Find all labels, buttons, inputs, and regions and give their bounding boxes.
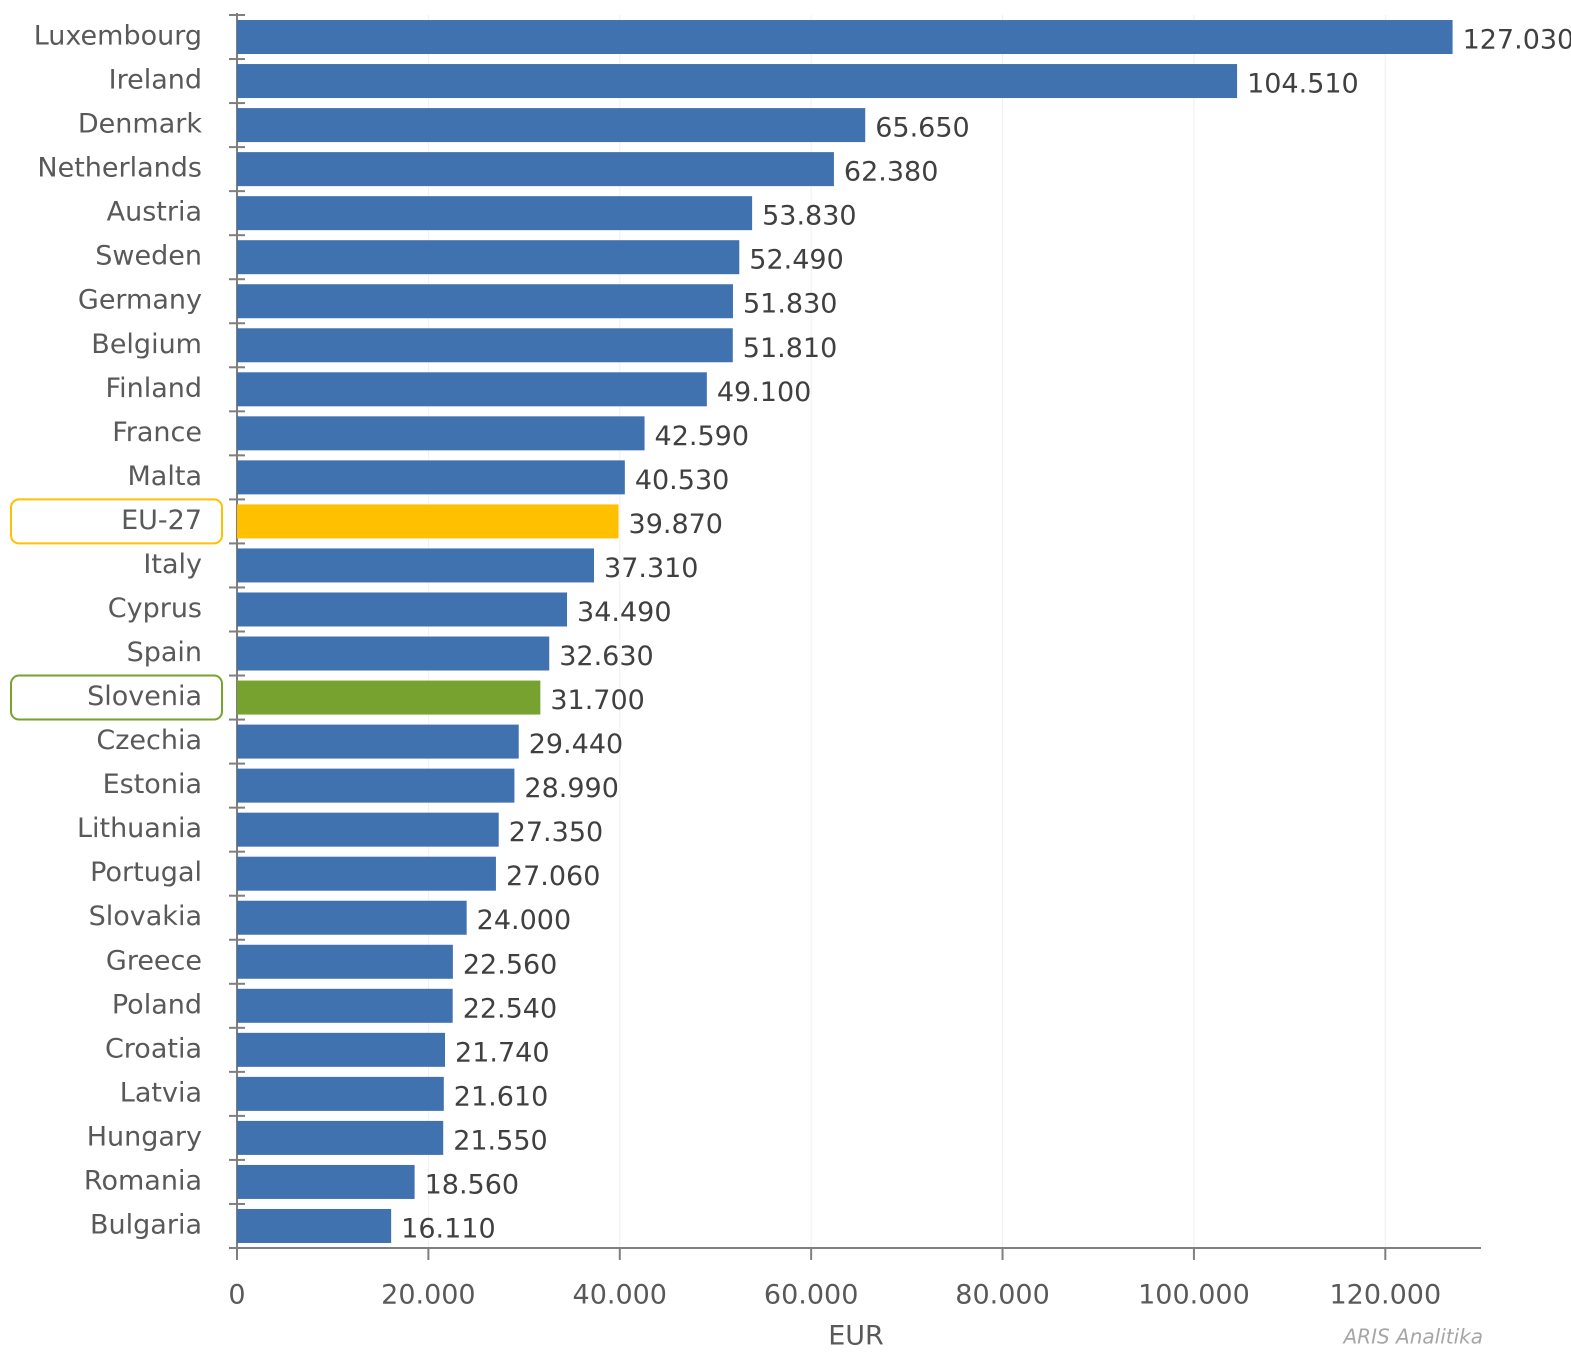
y-tick-label: Denmark xyxy=(78,109,202,140)
value-label: 32.630 xyxy=(559,641,653,672)
category-highlight xyxy=(10,674,223,721)
y-tick-label: Netherlands xyxy=(37,153,202,184)
value-label: 49.100 xyxy=(717,377,811,408)
bar xyxy=(237,548,595,583)
bar xyxy=(237,1076,444,1111)
value-label: 39.870 xyxy=(629,509,723,540)
value-label: 27.350 xyxy=(509,817,603,848)
y-tick-label: Czechia xyxy=(96,725,202,756)
value-label: 51.830 xyxy=(743,289,837,320)
y-tick-label: Lithuania xyxy=(77,813,202,844)
y-tick-label: Finland xyxy=(106,373,202,404)
bar xyxy=(237,636,550,671)
y-tick-label: EU-27 xyxy=(121,505,202,536)
x-tick-label: 120.000 xyxy=(1329,1280,1441,1311)
y-tick-label: Cyprus xyxy=(108,593,202,624)
value-label: 18.560 xyxy=(425,1169,519,1200)
bar xyxy=(237,240,740,275)
value-label: 21.740 xyxy=(455,1037,549,1068)
value-label: 62.380 xyxy=(844,157,938,188)
value-label: 104.510 xyxy=(1247,69,1359,100)
value-label: 42.590 xyxy=(655,421,749,452)
bar xyxy=(237,680,541,715)
bar xyxy=(237,724,519,759)
value-label: 27.060 xyxy=(506,861,600,892)
bar xyxy=(237,108,866,143)
value-label: 52.490 xyxy=(749,245,843,276)
y-tick-label: Sweden xyxy=(95,241,202,272)
bar xyxy=(237,768,515,803)
y-tick-label: Portugal xyxy=(90,857,202,888)
bar xyxy=(237,152,834,187)
bar xyxy=(237,1208,392,1243)
value-label: 127.030 xyxy=(1463,25,1571,56)
y-tick-label: Estonia xyxy=(103,769,202,800)
y-tick-label: Italy xyxy=(143,549,202,580)
bar xyxy=(237,20,1453,55)
x-tick-label: 0 xyxy=(228,1280,245,1311)
y-tick-label: Greece xyxy=(106,945,202,976)
watermark: ARIS Analitika xyxy=(1342,1325,1484,1349)
value-label: 40.530 xyxy=(635,465,729,496)
bar xyxy=(237,372,707,407)
value-label: 65.650 xyxy=(875,113,969,144)
bar xyxy=(237,856,496,891)
bar xyxy=(237,1120,444,1155)
value-label: 22.560 xyxy=(463,949,557,980)
value-label: 31.700 xyxy=(550,685,644,716)
value-label: 21.550 xyxy=(453,1125,547,1156)
bar xyxy=(237,812,499,847)
y-tick-label: Bulgaria xyxy=(90,1209,202,1240)
value-label: 24.000 xyxy=(477,905,571,936)
x-axis-label: EUR xyxy=(828,1321,884,1352)
y-tick-label: Spain xyxy=(127,637,202,668)
y-tick-label: Ireland xyxy=(109,65,202,96)
value-label: 29.440 xyxy=(529,729,623,760)
x-tick-label: 40.000 xyxy=(573,1280,667,1311)
bar xyxy=(237,328,733,363)
x-tick-label: 20.000 xyxy=(381,1280,475,1311)
bar xyxy=(237,1164,415,1199)
value-label: 21.610 xyxy=(454,1081,548,1112)
bar xyxy=(237,504,619,539)
x-tick-label: 100.000 xyxy=(1138,1280,1250,1311)
bar xyxy=(237,196,753,231)
y-tick-label: Slovakia xyxy=(89,901,202,932)
y-tick-label: Germany xyxy=(78,285,202,316)
y-tick-label: Slovenia xyxy=(87,681,202,712)
bar xyxy=(237,460,625,495)
y-tick-label: Austria xyxy=(107,197,202,228)
bar xyxy=(237,988,453,1023)
bar xyxy=(237,944,453,979)
y-tick-label: Belgium xyxy=(91,329,202,360)
y-tick-label: Malta xyxy=(128,461,202,492)
y-tick-label: Croatia xyxy=(105,1033,202,1064)
y-tick-label: France xyxy=(112,417,202,448)
category-highlight xyxy=(10,498,223,545)
y-tick-label: Romania xyxy=(84,1165,202,1196)
x-tick-label: 80.000 xyxy=(955,1280,1049,1311)
value-label: 34.490 xyxy=(577,597,671,628)
y-tick-label: Hungary xyxy=(87,1121,202,1152)
bar xyxy=(237,64,1238,99)
y-tick-label: Poland xyxy=(112,989,202,1020)
bar xyxy=(237,592,568,627)
bar xyxy=(237,1032,446,1067)
value-label: 22.540 xyxy=(463,993,557,1024)
bar xyxy=(237,900,467,935)
bar xyxy=(237,284,733,319)
value-label: 53.830 xyxy=(762,201,856,232)
value-label: 28.990 xyxy=(524,773,618,804)
bar xyxy=(237,416,645,451)
value-label: 16.110 xyxy=(401,1213,495,1244)
x-tick-label: 60.000 xyxy=(764,1280,858,1311)
y-tick-label: Latvia xyxy=(120,1077,202,1108)
value-label: 51.810 xyxy=(743,333,837,364)
value-label: 37.310 xyxy=(604,553,698,584)
y-tick-label: Luxembourg xyxy=(34,21,202,52)
